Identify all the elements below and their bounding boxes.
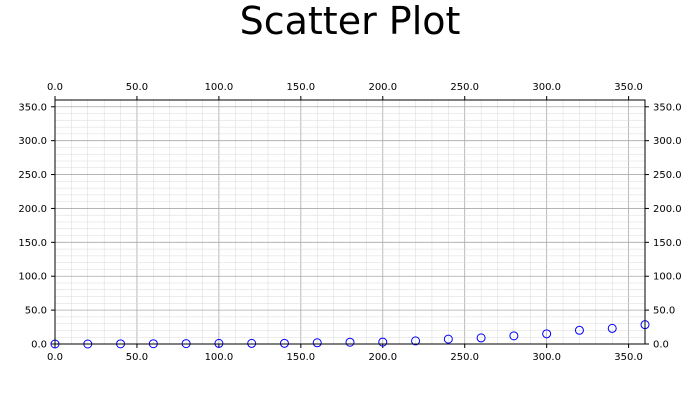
x-tick-label-bottom: 150.0 xyxy=(287,352,316,363)
grid xyxy=(54,99,646,345)
y-tick-label-left: 250.0 xyxy=(18,170,47,181)
chart-title: Scatter Plot xyxy=(240,0,461,43)
x-tick-label-top: 150.0 xyxy=(287,82,316,93)
x-tick-label-bottom: 200.0 xyxy=(368,352,397,363)
y-tick-label-left: 100.0 xyxy=(18,272,47,283)
x-tick-label-bottom: 250.0 xyxy=(450,352,479,363)
x-tick-label-top: 200.0 xyxy=(368,82,397,93)
data-point xyxy=(247,338,257,348)
data-point xyxy=(476,333,486,343)
x-tick-label-top: 350.0 xyxy=(614,82,643,93)
y-tick-label-left: 350.0 xyxy=(18,102,47,113)
y-tick-label-right: 100.0 xyxy=(653,272,682,283)
x-tick-label-top: 100.0 xyxy=(205,82,234,93)
x-tick-label-top: 0.0 xyxy=(47,82,63,93)
data-point xyxy=(378,337,388,347)
data-point xyxy=(279,338,289,348)
y-tick-label-right: 350.0 xyxy=(653,102,682,113)
y-tick-label-left: 300.0 xyxy=(18,136,47,147)
data-point xyxy=(607,323,617,333)
x-tick-label-top: 300.0 xyxy=(532,82,561,93)
axis-ticks xyxy=(51,96,649,348)
x-tick-label-top: 250.0 xyxy=(450,82,479,93)
y-tick-label-right: 150.0 xyxy=(653,238,682,249)
y-tick-label-left: 50.0 xyxy=(25,306,47,317)
y-tick-label-right: 0.0 xyxy=(653,340,669,351)
data-point xyxy=(542,329,552,339)
x-tick-label-bottom: 350.0 xyxy=(614,352,643,363)
data-point xyxy=(443,334,453,344)
y-tick-label-right: 50.0 xyxy=(653,306,675,317)
x-tick-label-top: 50.0 xyxy=(126,82,148,93)
data-point xyxy=(574,325,584,335)
data-point xyxy=(345,337,355,347)
y-tick-label-right: 200.0 xyxy=(653,204,682,215)
x-tick-label-bottom: 300.0 xyxy=(532,352,561,363)
axis-tick-labels: 0.00.050.050.0100.0100.0150.0150.0200.02… xyxy=(18,82,681,363)
x-tick-label-bottom: 100.0 xyxy=(205,352,234,363)
data-point xyxy=(509,331,519,341)
y-tick-label-left: 200.0 xyxy=(18,204,47,215)
data-point xyxy=(411,336,421,346)
data-point xyxy=(214,338,224,348)
y-tick-label-right: 300.0 xyxy=(653,136,682,147)
plot-frame xyxy=(54,99,646,345)
x-tick-label-bottom: 50.0 xyxy=(126,352,148,363)
x-tick-label-bottom: 0.0 xyxy=(47,352,63,363)
y-tick-label-left: 150.0 xyxy=(18,238,47,249)
y-tick-label-left: 0.0 xyxy=(31,340,47,351)
y-tick-label-right: 250.0 xyxy=(653,170,682,181)
data-point xyxy=(312,338,322,348)
